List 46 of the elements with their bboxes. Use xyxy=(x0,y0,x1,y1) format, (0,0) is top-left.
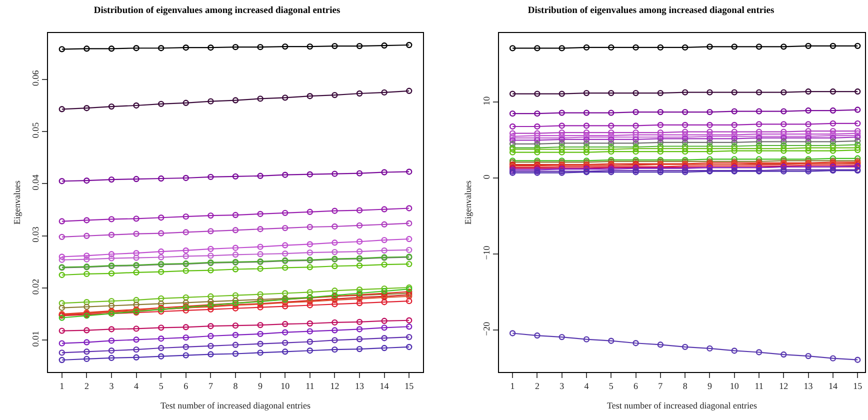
x-tick-label: 5 xyxy=(608,380,614,391)
x-tick-label: 5 xyxy=(158,380,164,391)
x-tick-label: 14 xyxy=(828,380,838,391)
x-tick-label: 4 xyxy=(134,380,140,391)
x-tick-label: 6 xyxy=(634,380,639,391)
y-tick-label: 0.01 xyxy=(30,330,40,347)
y-axis-title: Eigenvalues xyxy=(12,180,22,224)
x-tick-label: 9 xyxy=(258,380,264,391)
x-tick-label: 3 xyxy=(109,380,114,391)
y-tick-label: 0.05 xyxy=(30,122,40,138)
x-tick-label: 2 xyxy=(84,380,89,391)
y-tick-label: −20 xyxy=(481,321,492,336)
y-tick-label: 0.06 xyxy=(30,70,40,86)
x-axis-title: Test number of increased diagonal entries xyxy=(606,400,758,411)
x-axis-title: Test number of increased diagonal entries xyxy=(160,400,312,411)
x-tick-label: 12 xyxy=(779,380,788,391)
chart-title: Distribution of eigenvalues among increased diagonal entries xyxy=(528,6,774,16)
x-tick-label: 10 xyxy=(730,380,740,391)
x-tick-label: 11 xyxy=(306,380,314,391)
y-tick-label: 0.03 xyxy=(30,226,40,242)
x-tick-label: 10 xyxy=(280,380,290,391)
x-tick-label: 13 xyxy=(804,380,814,391)
x-tick-label: 1 xyxy=(60,380,64,391)
x-tick-label: 8 xyxy=(233,380,238,391)
x-tick-label: 15 xyxy=(404,380,414,391)
x-tick-label: 3 xyxy=(560,380,565,391)
y-axis-title: Eigenvalues xyxy=(462,180,473,224)
x-tick-label: 11 xyxy=(754,380,764,391)
x-tick-label: 8 xyxy=(682,380,688,391)
y-tick-label: 10 xyxy=(481,96,492,106)
x-tick-label: 13 xyxy=(355,380,365,391)
x-tick-label: 7 xyxy=(208,380,214,391)
x-tick-label: 15 xyxy=(853,380,863,391)
chart-title: Distribution of eigenvalues among increased diagonal entries xyxy=(94,6,340,16)
y-tick-label: 0.04 xyxy=(30,174,40,190)
x-tick-label: 2 xyxy=(534,380,540,391)
y-tick-label: −10 xyxy=(481,245,492,260)
x-tick-label: 12 xyxy=(330,380,340,391)
x-tick-label: 14 xyxy=(380,380,390,391)
x-tick-label: 7 xyxy=(658,380,664,391)
x-tick-label: 6 xyxy=(184,380,189,391)
y-tick-label: 0.02 xyxy=(30,278,40,295)
x-tick-label: 1 xyxy=(510,380,515,391)
x-tick-label: 9 xyxy=(707,380,712,391)
x-tick-label: 4 xyxy=(584,380,590,391)
y-tick-label: 0 xyxy=(481,174,492,180)
